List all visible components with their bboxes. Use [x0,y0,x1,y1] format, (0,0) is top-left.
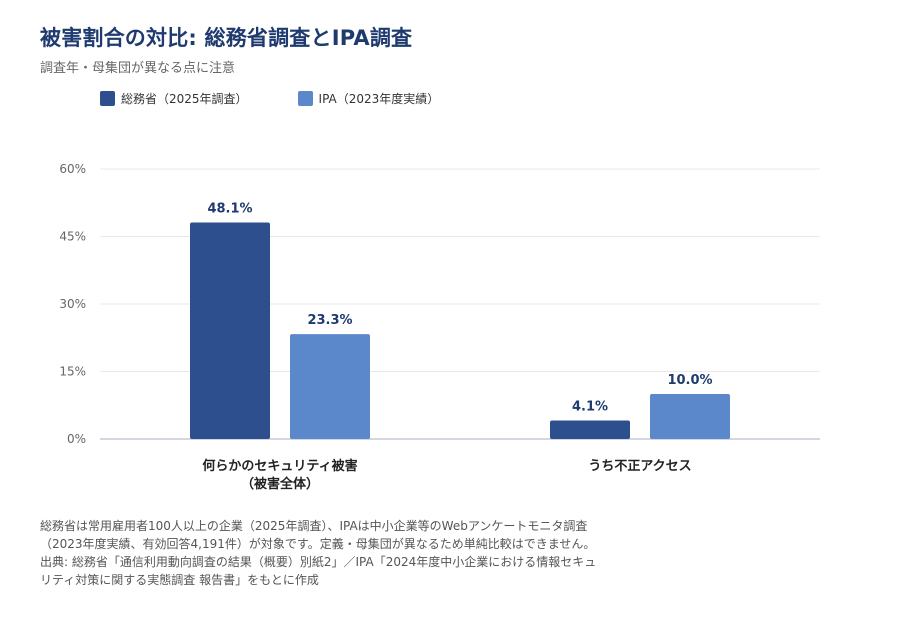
y-tick-label: 0% [67,432,86,446]
chart-legend: 総務省（2025年調査） IPA（2023年度実績） [100,90,489,107]
y-tick-label: 60% [59,162,86,176]
x-tick-label: うち不正アクセス [588,459,691,474]
footnote-source: 出典: 総務省「通信利用動向調査の結果（概要）別紙2」／IPA「2024年度中小… [40,555,597,587]
legend-item-series-1: 総務省（2025年調査） [100,90,248,107]
bar [290,334,370,439]
legend-item-series-2: IPA（2023年度実績） [297,90,440,107]
chart-title: 被害割合の対比: 総務省調査とIPA調査 [40,26,413,50]
bar [650,394,730,439]
data-label: 48.1% [207,202,252,217]
chart-subtitle: 調査年・母集団が異なる点に注意 [40,61,236,76]
y-tick-label: 45% [59,230,86,244]
y-tick-label: 15% [59,365,86,379]
x-tick-label: （被害全体） [241,476,319,492]
bar [190,222,270,439]
bar [550,420,630,439]
footnote: 総務省は常用雇用者100人以上の企業（2025年調査）、IPAは中小企業等のWe… [40,517,600,589]
legend-label-series-2: IPA（2023年度実績） [318,92,440,106]
bar-chart: 0% 15% 30% 45% 60% 48.1% 23.3% 何らかのセキュリティ被害 （被害全… [59,162,820,492]
x-tick-label: 何らかのセキュリティ被害 [202,458,357,474]
data-label: 10.0% [667,373,712,388]
footnote-note: 総務省は常用雇用者100人以上の企業（2025年調査）、IPAは中小企業等のWe… [40,519,596,551]
data-label: 4.1% [572,400,608,415]
legend-swatch-series-1 [100,91,115,106]
legend-label-series-1: 総務省（2025年調査） [121,92,248,106]
y-tick-label: 30% [59,297,86,311]
data-label: 23.3% [307,313,352,328]
legend-swatch-series-2 [297,91,313,106]
